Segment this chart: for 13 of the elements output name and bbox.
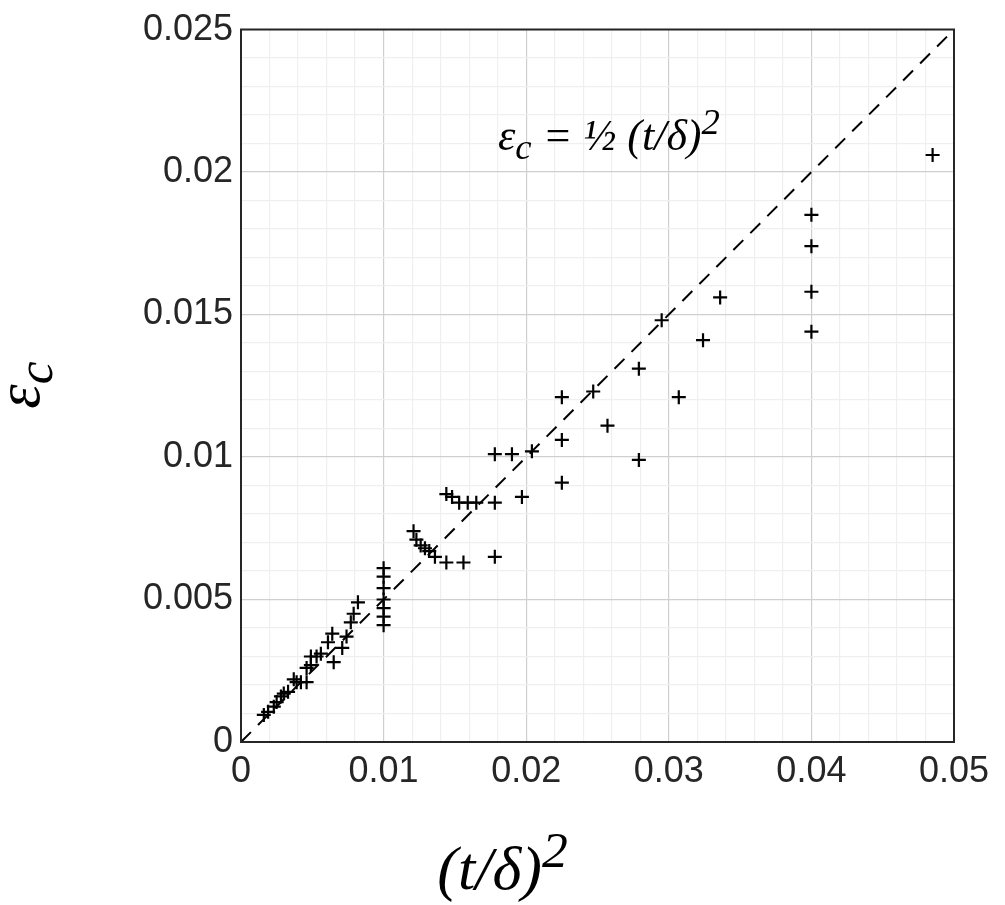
y-tick-label: 0.005 (142, 576, 233, 618)
y-tick-label: 0.025 (142, 6, 233, 48)
x-tick-label: 0.02 (491, 748, 562, 790)
y-tick-label: 0.02 (162, 149, 233, 190)
x-tick-label: 0.03 (633, 748, 704, 790)
y-tick-label: 0.01 (162, 433, 233, 475)
y-tick-label: 0.015 (142, 291, 233, 333)
series-label: ε$_{c}$ = ½ (t/δ)$^{2}$ (498, 100, 720, 169)
x-axis-title: (t/δ)$^{2}$ (436, 820, 569, 904)
x-tick-label: 0.05 (918, 748, 990, 790)
y-tick-label: 0 (212, 718, 233, 760)
x-tick-label: 0.04 (776, 748, 847, 790)
x-tick-label: 0.01 (348, 748, 419, 790)
